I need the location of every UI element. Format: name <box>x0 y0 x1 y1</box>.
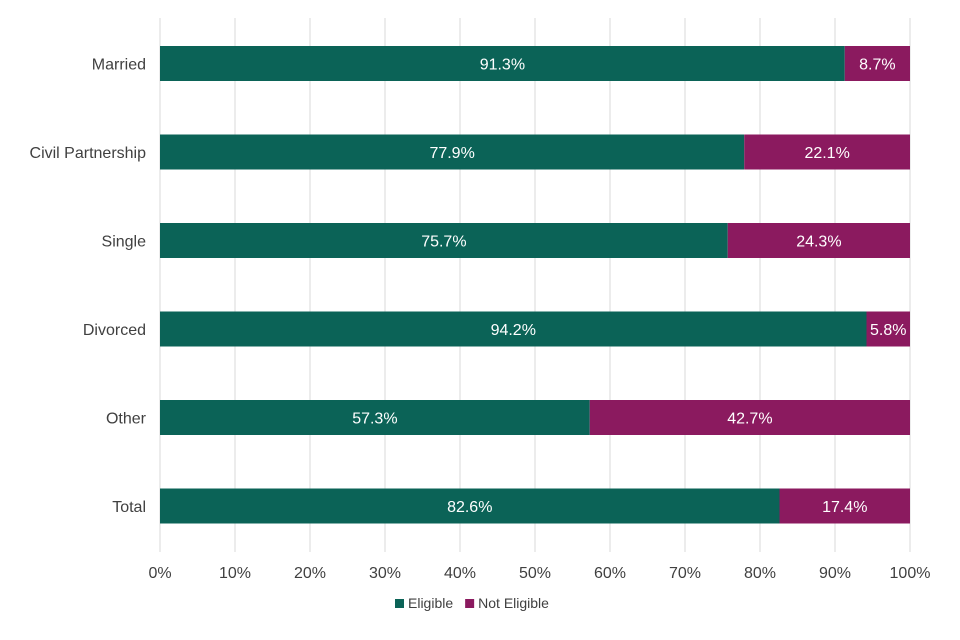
bar-not-eligible <box>727 223 910 258</box>
category-label: Total <box>112 499 146 516</box>
bar-value-label: 77.9% <box>429 145 474 162</box>
category-labels: Married Civil Partnership Single Divorced Ot… <box>30 57 147 517</box>
bar-value-label: 82.6% <box>447 499 492 516</box>
x-tick-label: 60% <box>594 565 626 582</box>
x-tick-label: 10% <box>219 565 251 582</box>
bars <box>160 46 910 524</box>
x-tick-label: 100% <box>890 565 931 582</box>
bar-not-eligible <box>779 488 910 524</box>
x-tick-label: 30% <box>369 565 401 582</box>
x-tick-label: 0% <box>148 565 171 582</box>
x-tick-label: 20% <box>294 565 326 582</box>
x-tick-label: 50% <box>519 565 551 582</box>
legend-swatch <box>465 599 475 608</box>
bar-eligible <box>160 134 745 170</box>
bar-eligible <box>160 223 728 258</box>
data-labels: 91.3% 8.7% 77.9% 22.1% 75.7% 24.3% 94.2% 5.8% 57… <box>352 57 906 517</box>
x-tick-label: 80% <box>744 565 776 582</box>
bar-value-label: 94.2% <box>491 322 536 339</box>
x-tick-labels: 0% 10% 20% 30% 40% 50% 60% 70% 80% 90% 100% <box>148 565 930 582</box>
bar-not-eligible <box>744 134 910 170</box>
x-tick-label: 70% <box>669 565 701 582</box>
bar-not-eligible <box>866 311 910 347</box>
category-label: Married <box>92 57 146 74</box>
bar-value-label: 5.8% <box>870 322 906 339</box>
bar-eligible <box>160 311 867 347</box>
legend-label: Not Eligible <box>478 595 549 611</box>
bar-value-label: 75.7% <box>421 234 466 251</box>
bar-value-label: 57.3% <box>352 411 397 428</box>
category-label: Civil Partnership <box>30 145 147 162</box>
bar-not-eligible <box>589 400 910 435</box>
category-label: Single <box>102 234 147 251</box>
bar-value-label: 91.3% <box>480 57 525 74</box>
legend: Eligible Not Eligible <box>395 595 549 611</box>
bar-eligible <box>160 400 590 435</box>
legend-swatch <box>395 599 404 608</box>
bar-value-label: 24.3% <box>796 234 841 251</box>
bar-value-label: 22.1% <box>804 145 849 162</box>
category-label: Other <box>106 411 147 428</box>
bar-value-label: 8.7% <box>859 57 895 74</box>
gridlines <box>159 18 911 552</box>
bar-value-label: 42.7% <box>727 411 772 428</box>
bar-value-label: 17.4% <box>822 499 867 516</box>
bar-not-eligible <box>844 46 910 81</box>
bar-eligible <box>160 488 780 524</box>
x-tick-label: 40% <box>444 565 476 582</box>
legend-label: Eligible <box>408 595 453 611</box>
x-tick-label: 90% <box>819 565 851 582</box>
bar-eligible <box>160 46 845 81</box>
category-label: Divorced <box>83 322 146 339</box>
